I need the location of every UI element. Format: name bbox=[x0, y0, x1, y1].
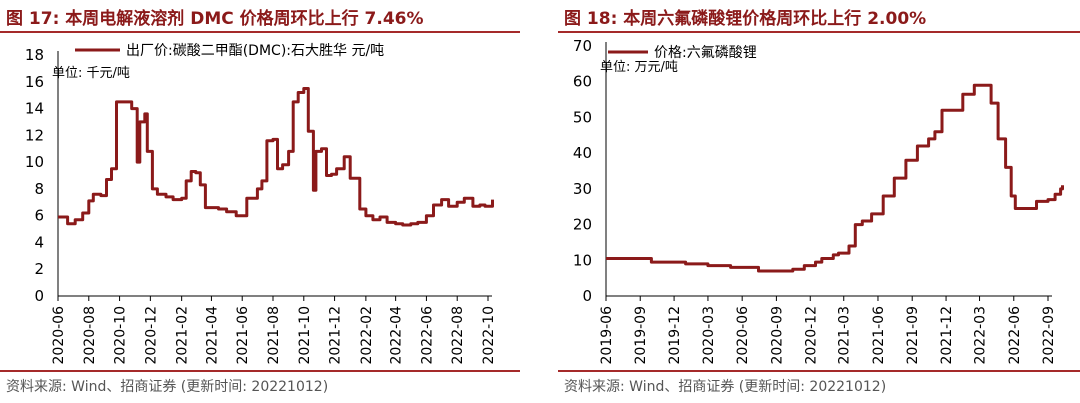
y-tick-label: 16 bbox=[25, 73, 44, 91]
y-tick-label: 10 bbox=[573, 251, 592, 269]
x-tick-label: 2022-10 bbox=[481, 306, 497, 365]
source-note: 资料来源: Wind、招商证券 (更新时间: 20221012) bbox=[564, 379, 887, 395]
y-tick-label: 14 bbox=[25, 100, 44, 118]
y-tick-label: 60 bbox=[573, 73, 592, 91]
x-tick-label: 2019-12 bbox=[667, 306, 683, 365]
series-line bbox=[58, 87, 494, 227]
x-tick-label: 2022-06 bbox=[1007, 306, 1023, 365]
x-tick-label: 2022-02 bbox=[359, 306, 375, 365]
x-tick-label: 2022-09 bbox=[1041, 306, 1057, 365]
x-tick-label: 2020-03 bbox=[701, 306, 717, 365]
source-rule bbox=[558, 370, 1080, 372]
chart-panel-dmc: 图 17: 本周电解液溶剂 DMC 价格周环比上行 7.46% 0 2 4 6 8 10 1… bbox=[0, 0, 520, 403]
title-rule bbox=[0, 31, 520, 33]
x-tick-label: 2020-12 bbox=[803, 306, 819, 365]
y-tick-label: 70 bbox=[573, 37, 592, 55]
x-tick-label: 2022-03 bbox=[973, 306, 989, 365]
y-tick-label: 40 bbox=[573, 144, 592, 162]
legend-label: 价格:六氟磷酸锂 bbox=[654, 45, 757, 61]
lipf6-price-chart: 0 10 20 30 40 50 60 70 2019-06 2019-09 2019-12 2020… bbox=[573, 37, 1064, 365]
title-rule bbox=[558, 31, 1080, 33]
y-tick-label: 10 bbox=[25, 153, 44, 171]
x-tick-label: 2021-09 bbox=[905, 306, 921, 365]
y-tick-label: 0 bbox=[582, 287, 592, 305]
x-tick-label: 2021-06 bbox=[235, 306, 251, 365]
y-tick-label: 4 bbox=[34, 233, 44, 251]
y-tick-label: 20 bbox=[573, 216, 592, 234]
x-tick-label: 2020-08 bbox=[82, 306, 98, 365]
x-tick-label: 2021-03 bbox=[837, 306, 853, 365]
x-tick-label: 2020-12 bbox=[143, 306, 159, 365]
y-tick-label: 50 bbox=[573, 108, 592, 126]
y-tick-label: 8 bbox=[34, 180, 44, 198]
dmc-price-chart: 0 2 4 6 8 10 12 14 16 18 2020-06 2020-08 2020-10 2020… bbox=[25, 43, 497, 365]
y-tick-label: 12 bbox=[25, 126, 44, 144]
y-tick-label: 6 bbox=[34, 207, 44, 225]
source-note: 资料来源: Wind、招商证券 (更新时间: 20221012) bbox=[6, 379, 329, 395]
chart-panel-lipf6: 图 18: 本周六氟磷酸锂价格周环比上行 2.00% 0 10 20 30 40 50 60… bbox=[558, 0, 1080, 403]
legend-label: 出厂价:碳酸二甲酯(DMC):石大胜华 元/吨 bbox=[126, 43, 384, 59]
x-tick-label: 2021-06 bbox=[871, 306, 887, 365]
x-tick-label: 2020-06 bbox=[735, 306, 751, 365]
x-tick-label: 2021-02 bbox=[175, 306, 191, 365]
figure-title: 图 18: 本周六氟磷酸锂价格周环比上行 2.00% bbox=[564, 9, 927, 29]
x-tick-label: 2020-06 bbox=[51, 306, 67, 365]
source-rule bbox=[0, 370, 520, 372]
y-tick-label: 2 bbox=[34, 260, 44, 278]
x-tick-label: 2021-12 bbox=[328, 306, 344, 365]
unit-label: 单位: 万元/吨 bbox=[600, 60, 678, 75]
x-tick-label: 2020-10 bbox=[113, 306, 129, 365]
y-tick-label: 30 bbox=[573, 180, 592, 198]
series-line bbox=[606, 83, 1064, 273]
y-tick-label: 0 bbox=[34, 287, 44, 305]
x-tick-label: 2021-12 bbox=[939, 306, 955, 365]
y-tick-label: 18 bbox=[25, 46, 44, 64]
unit-label: 单位: 千元/吨 bbox=[52, 66, 130, 81]
x-tick-label: 2021-04 bbox=[204, 306, 220, 365]
x-tick-label: 2021-08 bbox=[266, 306, 282, 365]
figure-title: 图 17: 本周电解液溶剂 DMC 价格周环比上行 7.46% bbox=[6, 9, 424, 29]
x-tick-label: 2019-09 bbox=[633, 306, 649, 365]
x-tick-label: 2020-09 bbox=[769, 306, 785, 365]
x-tick-label: 2019-06 bbox=[599, 306, 615, 365]
x-tick-label: 2022-04 bbox=[389, 306, 405, 365]
x-tick-label: 2022-08 bbox=[450, 306, 466, 365]
x-tick-label: 2021-10 bbox=[297, 306, 313, 365]
x-tick-label: 2022-06 bbox=[419, 306, 435, 365]
